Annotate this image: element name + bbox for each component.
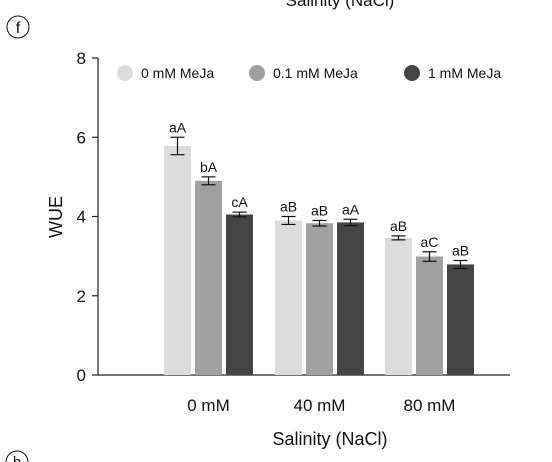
bottom-label-text: b: [13, 454, 21, 462]
bottom-cropped-label: b: [5, 450, 29, 462]
significance-label: aB: [311, 202, 328, 218]
legend-marker: [404, 65, 420, 81]
y-tick-label: 8: [77, 49, 86, 68]
significance-label: aA: [342, 201, 360, 217]
legend-marker: [117, 65, 133, 81]
panel-label-circle: [6, 15, 30, 39]
y-tick-label: 0: [77, 366, 86, 385]
x-tick-label: 0 mM: [187, 396, 230, 415]
y-tick-label: 2: [77, 287, 86, 306]
cropped-top-title: Salinity (NaCl): [286, 0, 395, 10]
legend: 0 mM MeJa 0.1 mM MeJa 1 mM MeJa: [117, 65, 501, 81]
bar: [416, 256, 443, 375]
panel-label: f: [6, 15, 30, 39]
legend-label: 0 mM MeJa: [141, 65, 214, 81]
bar: [337, 222, 364, 375]
bar: [275, 220, 302, 375]
bar: [447, 264, 474, 375]
y-tick-label: 6: [77, 128, 86, 147]
y-tick-label: 4: [77, 208, 86, 227]
x-axis-ticks: 0 mM 40 mM 80 mM: [187, 396, 455, 415]
bar: [195, 180, 222, 375]
significance-label: cA: [231, 194, 248, 210]
bottom-label-circle: [5, 450, 29, 462]
bar: [164, 145, 191, 375]
legend-label: 0.1 mM MeJa: [273, 65, 358, 81]
legend-marker: [249, 65, 265, 81]
significance-label: aC: [421, 234, 439, 250]
significance-label: aB: [452, 242, 469, 258]
bars-layer: aA bA cA aB aB aA aB aC aB: [164, 119, 474, 375]
x-axis-title: Salinity (NaCl): [272, 429, 387, 449]
x-tick-label: 40 mM: [294, 396, 346, 415]
bar: [226, 214, 253, 375]
y-axis-title: WUE: [46, 196, 66, 238]
significance-label: aB: [390, 218, 407, 234]
significance-label: aB: [280, 199, 297, 215]
significance-label: aA: [169, 119, 187, 135]
bar: [385, 237, 412, 375]
x-tick-label: 80 mM: [404, 396, 456, 415]
legend-label: 1 mM MeJa: [428, 65, 501, 81]
significance-label: bA: [200, 159, 218, 175]
y-axis-ticks: 0 2 4 6 8: [77, 49, 98, 385]
bar: [306, 223, 333, 375]
panel-label-text: f: [16, 20, 21, 37]
